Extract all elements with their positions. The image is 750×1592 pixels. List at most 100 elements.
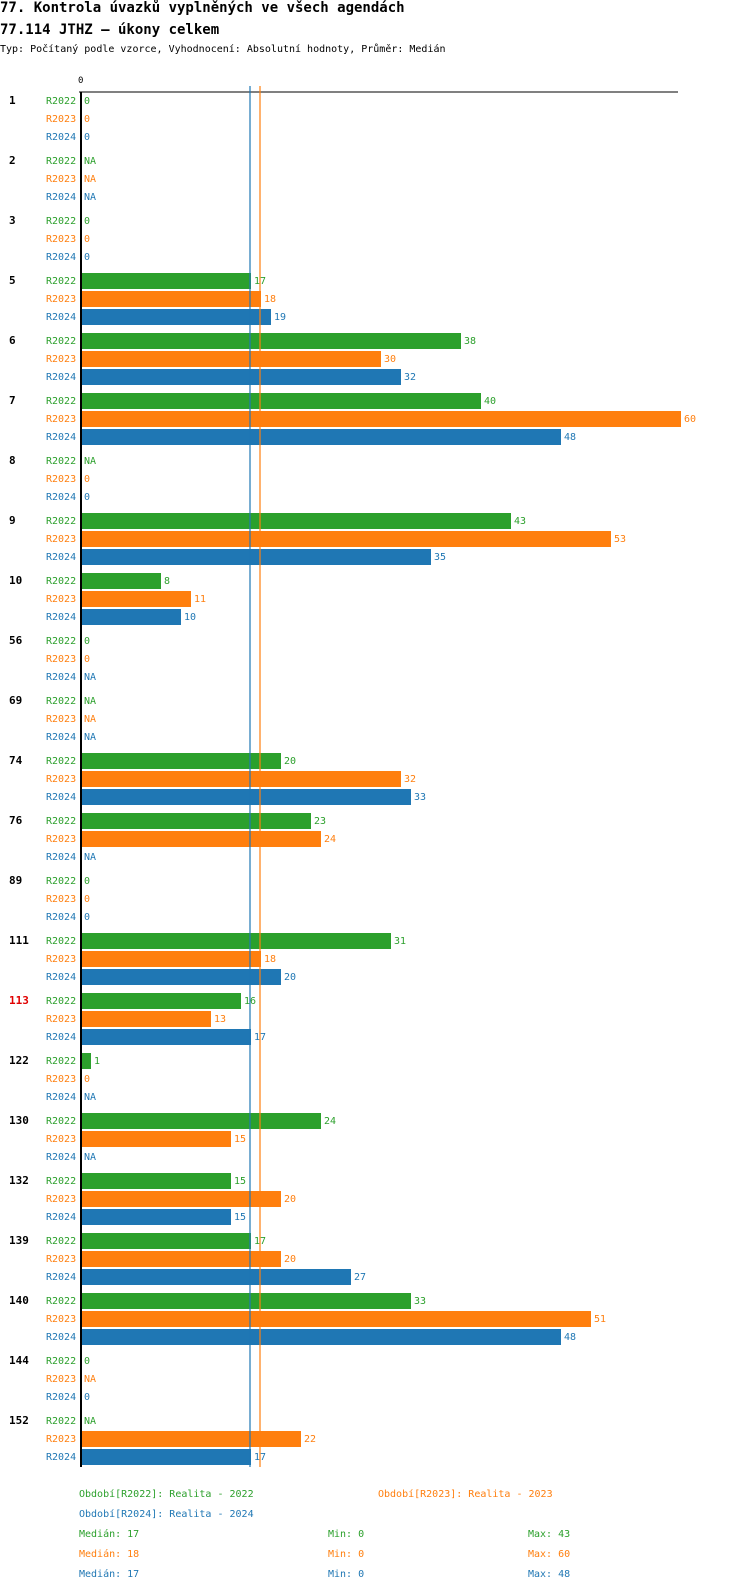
- bar: [81, 573, 161, 589]
- series-label: R2024: [46, 912, 76, 923]
- series-label: R2023: [46, 1254, 76, 1265]
- category-label: 139: [9, 1234, 29, 1247]
- series-label: R2023: [46, 174, 76, 185]
- series-label: R2024: [46, 1272, 76, 1283]
- series-label: R2022: [46, 756, 76, 767]
- stat-max: Max: 60: [528, 1549, 570, 1560]
- series-label: R2024: [46, 1212, 76, 1223]
- value-label: 48: [564, 432, 576, 443]
- value-label: 33: [414, 792, 426, 803]
- value-label: 51: [594, 1314, 606, 1325]
- value-label: NA: [84, 192, 96, 203]
- bar: [81, 609, 181, 625]
- series-label: R2022: [46, 1356, 76, 1367]
- value-label: 20: [284, 1254, 296, 1265]
- value-label: 0: [84, 1392, 90, 1403]
- value-label: 33: [414, 1296, 426, 1307]
- value-label: NA: [84, 456, 96, 467]
- series-label: R2022: [46, 336, 76, 347]
- bar: [81, 993, 241, 1009]
- series-label: R2024: [46, 1392, 76, 1403]
- series-label: R2023: [46, 114, 76, 125]
- series-label: R2022: [46, 1416, 76, 1427]
- value-label: NA: [84, 156, 96, 167]
- value-label: 24: [324, 1116, 336, 1127]
- bar: [81, 291, 261, 307]
- value-label: NA: [84, 174, 96, 185]
- series-label: R2022: [46, 1296, 76, 1307]
- series-label: R2024: [46, 1152, 76, 1163]
- chart-type-line: Typ: Počítaný podle vzorce, Vyhodnocení:…: [0, 44, 446, 55]
- series-label: R2024: [46, 792, 76, 803]
- value-label: 10: [184, 612, 196, 623]
- value-label: 24: [324, 834, 336, 845]
- bar: [81, 351, 381, 367]
- value-label: 43: [514, 516, 526, 527]
- value-label: 31: [394, 936, 406, 947]
- bar: [81, 1311, 591, 1327]
- bar: [81, 333, 461, 349]
- bar: [81, 951, 261, 967]
- series-label: R2023: [46, 1374, 76, 1385]
- category-label: 132: [9, 1174, 29, 1187]
- bar: [81, 411, 681, 427]
- bar: [81, 429, 561, 445]
- series-label: R2024: [46, 1452, 76, 1463]
- series-label: R2023: [46, 1134, 76, 1145]
- series-label: R2023: [46, 294, 76, 305]
- series-label: R2024: [46, 492, 76, 503]
- bar: [81, 753, 281, 769]
- category-label: 111: [9, 934, 29, 947]
- series-label: R2022: [46, 1116, 76, 1127]
- value-label: 0: [84, 876, 90, 887]
- value-label: 0: [84, 1074, 90, 1085]
- category-label: 76: [9, 814, 23, 827]
- series-label: R2024: [46, 852, 76, 863]
- category-label: 3: [9, 214, 16, 227]
- category-label: 74: [9, 754, 23, 767]
- bar: [81, 1449, 251, 1465]
- bar: [81, 309, 271, 325]
- value-label: 48: [564, 1332, 576, 1343]
- value-label: 15: [234, 1134, 246, 1145]
- value-label: 11: [194, 594, 206, 605]
- category-label: 9: [9, 514, 16, 527]
- category-label: 56: [9, 634, 23, 647]
- value-label: NA: [84, 732, 96, 743]
- series-label: R2024: [46, 1332, 76, 1343]
- value-label: NA: [84, 1152, 96, 1163]
- bar: [81, 1191, 281, 1207]
- category-label: 1: [9, 94, 16, 107]
- category-label: 152: [9, 1414, 29, 1427]
- category-label: 10: [9, 574, 22, 587]
- value-label: 35: [434, 552, 446, 563]
- bar: [81, 1233, 251, 1249]
- series-label: R2024: [46, 612, 76, 623]
- value-label: 19: [274, 312, 286, 323]
- category-label: 130: [9, 1114, 29, 1127]
- value-label: 0: [84, 234, 90, 245]
- series-label: R2022: [46, 636, 76, 647]
- value-label: 0: [84, 636, 90, 647]
- series-label: R2022: [46, 696, 76, 707]
- category-label: 7: [9, 394, 16, 407]
- value-label: 32: [404, 372, 416, 383]
- series-label: R2023: [46, 534, 76, 545]
- category-label: 5: [9, 274, 16, 287]
- series-label: R2022: [46, 936, 76, 947]
- series-label: R2022: [46, 156, 76, 167]
- series-label: R2024: [46, 972, 76, 983]
- legend-entry: Období[R2024]: Realita - 2024: [79, 1508, 254, 1520]
- series-label: R2024: [46, 552, 76, 563]
- series-label: R2022: [46, 1056, 76, 1067]
- series-label: R2023: [46, 714, 76, 725]
- bar: [81, 1431, 301, 1447]
- stat-min: Min: 0: [328, 1549, 364, 1560]
- series-label: R2023: [46, 1434, 76, 1445]
- category-label: 2: [9, 154, 16, 167]
- chart-title: 77. Kontrola úvazků vyplněných ve všech …: [0, 0, 405, 16]
- bar: [81, 549, 431, 565]
- value-label: NA: [84, 714, 96, 725]
- stat-min: Min: 0: [328, 1569, 364, 1580]
- series-label: R2022: [46, 816, 76, 827]
